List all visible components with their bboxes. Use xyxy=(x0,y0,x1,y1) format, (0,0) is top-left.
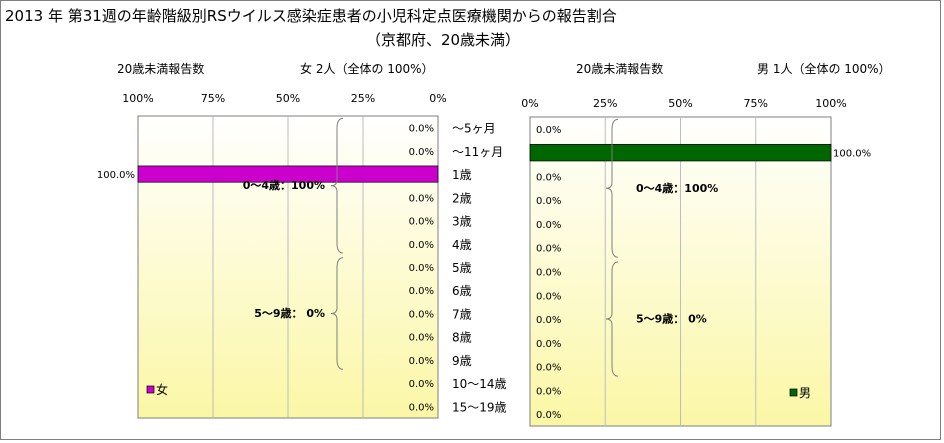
male-data-label: 0.0% xyxy=(536,386,561,397)
female-annotation-5-9: 5～9歳： 0% xyxy=(254,306,325,320)
male-header: 20歳未満報告数 男 1人（全体の 100%） xyxy=(576,61,891,76)
female-x-tick-label: 0% xyxy=(429,92,446,105)
female-data-label: 0.0% xyxy=(409,286,434,297)
male-data-label: 0.0% xyxy=(536,172,561,183)
female-data-label: 0.0% xyxy=(409,240,434,251)
male-brace-0-4 xyxy=(605,118,619,258)
female-data-label: 0.0% xyxy=(409,379,434,390)
male-annotation-0-4: 0～4歳：100% xyxy=(636,181,718,195)
male-data-label: 0.0% xyxy=(536,315,561,326)
female-data-label: 0.0% xyxy=(409,402,434,413)
female-chart: 100% 75% 50% 25% 0% 0.0% 0.0% 100.0% 0.0% 0.0% 0.0… xyxy=(97,92,447,419)
female-legend-label: 女 xyxy=(156,382,168,397)
female-x-tick-label: 100% xyxy=(122,92,153,105)
male-x-tick-label: 0% xyxy=(521,97,538,110)
female-bar xyxy=(137,165,439,183)
female-data-label: 0.0% xyxy=(409,356,434,367)
age-category-label: 7歳 xyxy=(452,307,472,321)
female-data-label: 0.0% xyxy=(409,217,434,228)
male-data-label: 0.0% xyxy=(536,125,561,136)
age-category-label: 4歳 xyxy=(452,238,472,252)
age-category-label: 5歳 xyxy=(452,261,472,275)
age-category-label: 10～14歳 xyxy=(452,377,507,391)
age-category-label: 8歳 xyxy=(452,331,472,345)
male-x-tick-label: 75% xyxy=(744,97,768,110)
male-legend-swatch xyxy=(789,388,798,397)
male-data-label: 0.0% xyxy=(536,291,561,302)
male-data-label: 0.0% xyxy=(536,410,561,421)
female-x-tick-label: 50% xyxy=(276,92,300,105)
age-category-label: 6歳 xyxy=(452,284,472,298)
female-data-label: 0.0% xyxy=(409,124,434,135)
male-header-count: 男 1人（全体の 100%） xyxy=(757,61,891,76)
age-category-label: 1歳 xyxy=(452,168,472,182)
female-data-label: 0.0% xyxy=(409,333,434,344)
female-data-label: 0.0% xyxy=(409,147,434,158)
age-category-label: ～11ヶ月 xyxy=(452,145,503,159)
female-data-label: 0.0% xyxy=(409,193,434,204)
age-category-label: 3歳 xyxy=(452,215,472,229)
male-brace-5-9 xyxy=(605,261,619,377)
male-data-label: 0.0% xyxy=(536,220,561,231)
female-data-label: 0.0% xyxy=(409,309,434,320)
female-header-count: 女 2人（全体の 100%） xyxy=(300,61,434,76)
age-category-label: 2歳 xyxy=(452,191,472,205)
male-chart: 0% 25% 50% 75% 100% 0.0% 100.0% 0.0% 0.0% 0.0% 0.0… xyxy=(521,97,871,427)
male-x-tick-label: 50% xyxy=(668,97,692,110)
male-legend-label: 男 xyxy=(799,386,811,400)
chart-subtitle: （京都府、20歳未満） xyxy=(366,31,520,49)
male-annotation-5-9: 5～9歳： 0% xyxy=(636,312,707,326)
female-brace-5-9 xyxy=(330,257,344,370)
female-x-tick-label: 75% xyxy=(201,92,225,105)
male-data-label: 0.0% xyxy=(536,363,561,374)
age-category-axis: ～5ヶ月 ～11ヶ月 1歳 2歳 3歳 4歳 5歳 6歳 7歳 8歳 9歳 10～14歳 15～19歳 xyxy=(452,122,507,415)
male-data-label: 100.0% xyxy=(833,149,871,160)
female-header: 20歳未満報告数 女 2人（全体の 100%） xyxy=(117,61,434,76)
male-data-label: 0.0% xyxy=(536,244,561,255)
male-data-label: 0.0% xyxy=(536,339,561,350)
male-bar xyxy=(529,143,832,162)
female-legend-swatch xyxy=(146,385,155,394)
age-category-label: 9歳 xyxy=(452,354,472,368)
male-x-tick-label: 25% xyxy=(593,97,617,110)
female-annotation-0-4: 0～4歳：100% xyxy=(243,178,325,192)
male-data-label: 0.0% xyxy=(536,196,561,207)
female-data-label: 100.0% xyxy=(97,170,135,181)
chart-title: 2013 年 第31週の年齢階級別RSウイルス感染症患者の小児科定点医療機関から… xyxy=(5,7,617,25)
female-x-tick-label: 25% xyxy=(351,92,375,105)
male-header-label: 20歳未満報告数 xyxy=(576,61,663,76)
female-data-label: 0.0% xyxy=(409,263,434,274)
male-data-label: 0.0% xyxy=(536,268,561,279)
age-category-label: 15～19歳 xyxy=(452,400,507,414)
male-x-tick-label: 100% xyxy=(815,97,846,110)
female-brace-0-4 xyxy=(330,117,344,254)
age-category-label: ～5ヶ月 xyxy=(452,122,496,136)
female-header-label: 20歳未満報告数 xyxy=(117,61,204,76)
